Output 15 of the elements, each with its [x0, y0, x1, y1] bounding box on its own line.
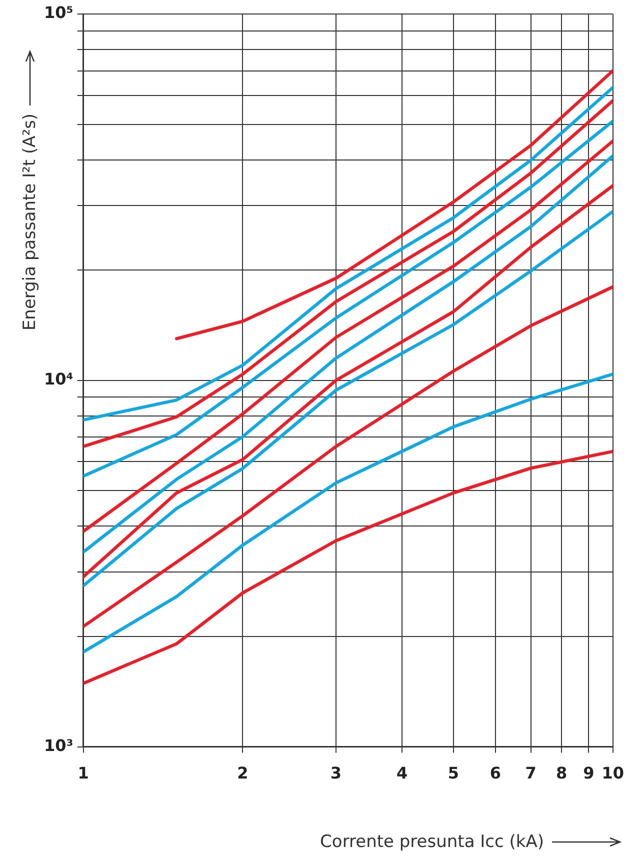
x-tick-label: 2: [237, 764, 248, 783]
x-tick-label: 7: [525, 764, 536, 783]
x-tick-label: 5: [448, 764, 460, 783]
x-tick-label: 10: [602, 764, 624, 783]
x-tick-label: 6: [490, 764, 501, 783]
x-tick-label: 4: [396, 764, 408, 783]
x-tick-label: 9: [583, 764, 594, 783]
x-tick-label: 1: [78, 764, 89, 783]
x-axis-title: Corrente presunta Icc (kA): [320, 832, 544, 852]
y-tick-label: 10⁴: [44, 370, 74, 389]
y-axis-title: Energia passante I²t (A²s): [20, 113, 40, 331]
x-tick-label: 8: [556, 764, 568, 783]
y-tick-label: 10³: [44, 736, 74, 755]
y-tick-label: 10⁵: [44, 3, 74, 22]
x-tick-label: 3: [330, 764, 342, 783]
